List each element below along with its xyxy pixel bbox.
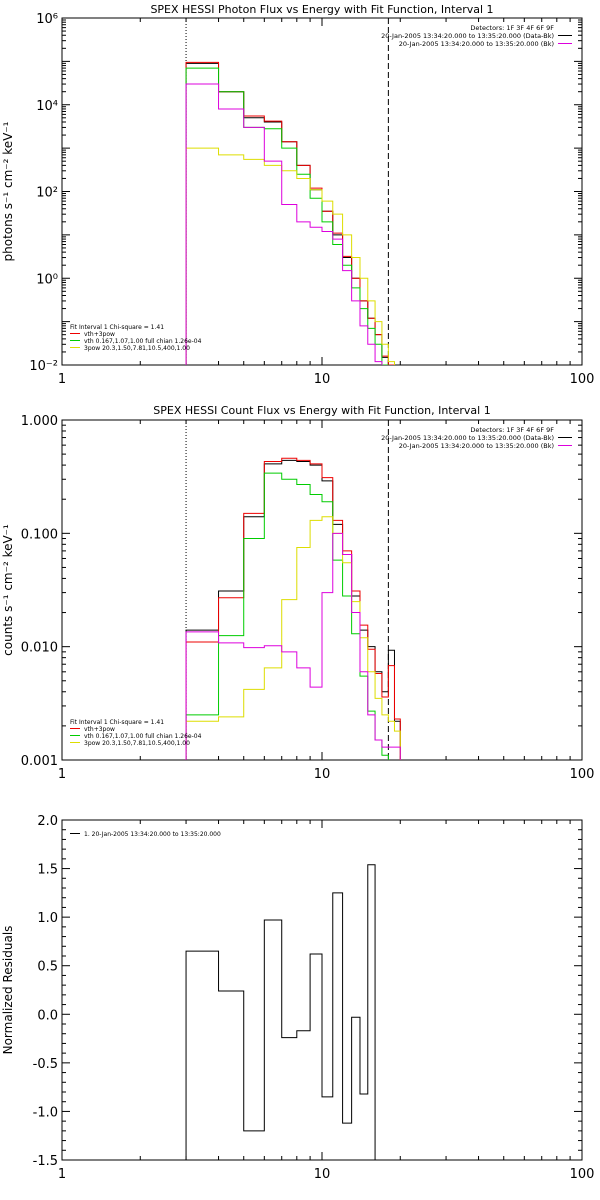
series-line [185,532,401,760]
residuals-panel: 1 10 100 -1.5 -1.0 -0.5 0.0 0.5 1.0 1.5 2.0 Normali… [1,814,594,1182]
chart-title: SPEX HESSI Photon Flux vs Energy with Fi… [150,3,493,16]
x-tick-label: 100 [570,1167,595,1182]
x-tick-label: 1 [58,1167,66,1182]
x-tick-label: 10 [314,767,331,782]
legend-text: 1. 20-Jan-2005 13:34:20.000 to 13:35:20.… [84,831,221,838]
y-axis-label: Normalized Residuals [1,926,15,1055]
y-tick-label: 0.0 [37,1008,58,1023]
y-tick-label: 1.000 [21,414,58,429]
series-group [185,864,376,1160]
series-line [185,83,383,365]
y-tick-label: 2.0 [37,814,58,829]
legend-text: Fit Interval 1 Chi-square = 1.41 [70,719,164,726]
y-axis-label: photons s⁻¹ cm⁻² keV⁻¹ [1,121,15,261]
legend-text: vth+3pow [84,726,115,733]
photon-flux-panel: SPEX HESSI Photon Flux vs Energy with Fi… [1,3,594,387]
y-tick-label: -1.5 [33,1154,58,1169]
x-tick-label: 1 [58,767,66,782]
y-tick-label: 1.0 [37,911,58,926]
x-tick-label: 1 [58,372,66,387]
y-tick-label: -0.5 [33,1057,58,1072]
series-group [185,61,395,365]
header-text: 20-Jan-2005 13:34:20.000 to 13:35:20.000… [399,442,554,450]
y-tick-label: 1.5 [37,863,58,878]
y-tick-label: 0.001 [21,754,58,769]
legend-text: 3pow 20.3,1.50,7.81,10.5,400,1.00 [84,740,190,747]
y-tick-label: 10⁶ [36,12,58,27]
y-tick-label: 10⁻² [29,359,58,374]
x-tick-label: 100 [570,767,595,782]
header-text: Detectors: 1F 3F 4F 6F 9F [470,426,554,434]
y-tick-label: 0.100 [21,527,58,542]
chart-title: SPEX HESSI Count Flux vs Energy with Fit… [153,404,490,417]
legend-text: 3pow 20.3,1.50,7.81,10.5,400,1.00 [84,345,190,352]
series-line [185,457,401,760]
x-tick-label: 10 [314,1167,331,1182]
legend-text: vth 0.167,1.07,1.00 full chian 1.26e-04 [84,338,202,345]
header-text: Detectors: 1F 3F 4F 6F 9F [470,24,554,32]
series-line [185,864,376,1160]
header-text: 20-Jan-2005 13:34:20.000 to 13:35:20.000… [399,40,554,48]
header-text: 20-Jan-2005 13:34:20.000 to 13:35:20.000… [381,32,554,40]
y-tick-label: -1.0 [33,1105,58,1120]
y-tick-label: 10² [36,186,58,201]
x-tick-label: 10 [314,372,331,387]
series-line [185,459,401,760]
y-tick-label: 10⁴ [36,99,58,114]
series-line [185,61,395,365]
legend-text: Fit Interval 1 Chi-square = 1.41 [70,324,164,331]
y-axis-label: counts s⁻¹ cm⁻² keV⁻¹ [1,524,15,656]
series-line [185,147,395,365]
series-group [185,457,401,760]
y-tick-label: 10⁰ [36,272,58,287]
x-tick-label: 100 [570,372,595,387]
header-text: 20-Jan-2005 13:34:20.000 to 13:35:20.000… [381,434,554,442]
y-tick-label: 0.5 [37,960,58,975]
legend-text: vth+3pow [84,331,115,338]
legend-text: vth 0.167,1.07,1.00 full chian 1.26e-04 [84,733,202,740]
count-flux-panel: SPEX HESSI Count Flux vs Energy with Fit… [1,404,594,782]
series-line [185,62,395,365]
y-tick-label: 0.010 [21,641,58,656]
